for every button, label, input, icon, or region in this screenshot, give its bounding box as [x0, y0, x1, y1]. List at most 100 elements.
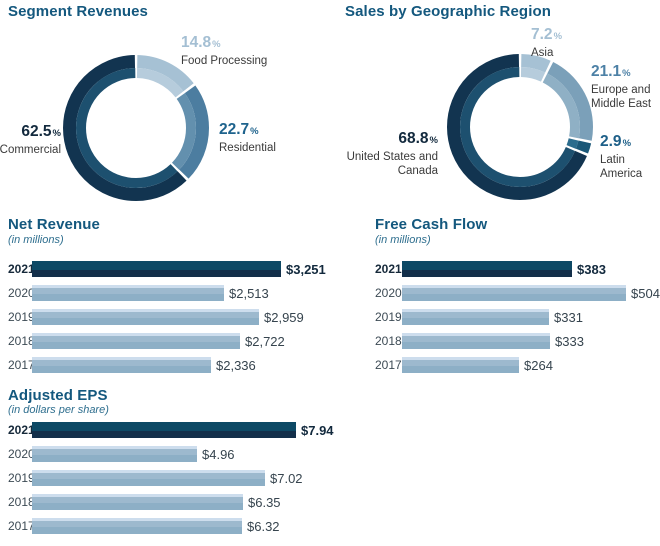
donut-segment-commercial	[76, 68, 196, 188]
chart-title-net-revenue: Net Revenue	[8, 216, 100, 233]
bar-row-2019: 2019 $331	[375, 309, 660, 325]
year-label: 2018	[375, 334, 402, 348]
donut-label-europe-middle-east: 21.1% Europe and Middle East	[591, 64, 657, 111]
donut-label-food-processing: 14.8% Food Processing	[181, 35, 267, 69]
bar-2021	[402, 261, 572, 277]
residential-percent: 22.7%	[219, 121, 259, 138]
bar-2020	[32, 285, 224, 301]
year-label: 2017	[8, 519, 35, 533]
donut-segment-united-states-and-canada	[460, 67, 580, 187]
free-cash-flow-bar-chart: 2021 $383 2020 $504 2019 $331 2018 $333 2017 $264	[375, 261, 660, 381]
segment-revenues-donut-chart	[63, 55, 209, 201]
bar-row-2018: 2018 $2,722	[8, 333, 330, 349]
donut-segment-europe-and-middle-east	[447, 54, 593, 200]
year-label: 2019	[8, 471, 35, 485]
year-label: 2018	[8, 495, 35, 509]
asia-percent: 7.2%	[531, 26, 563, 43]
food-processing-percent: 14.8%	[181, 34, 221, 51]
donut-label-asia: 7.2% Asia	[531, 27, 562, 61]
year-label: 2019	[8, 310, 35, 324]
net-revenue-bar-chart: 2021 $3,251 2020 $2,513 2019 $2,959 2018 $2,722…	[8, 261, 330, 381]
year-label: 2020	[8, 447, 35, 461]
bar-row-2017: 2017 $2,336	[8, 357, 330, 373]
net-revenue-subtitle: (in millions)	[8, 234, 64, 246]
bar-row-2021: 2021 $383	[375, 261, 660, 277]
year-label: 2017	[375, 358, 402, 372]
free-cash-flow-subtitle: (in millions)	[375, 234, 431, 246]
donut-label-us-canada: 68.8% United States and Canada	[346, 131, 438, 178]
bar-value-label: $7.02	[270, 470, 303, 486]
bar-value-label: $383	[577, 261, 606, 277]
adjusted-eps-bar-chart: 2021 $7.94 2020 $4.96 2019 $7.02 2018 $6.35 2017…	[8, 422, 334, 542]
bar-row-2019: 2019 $2,959	[8, 309, 330, 325]
bar-row-2020: 2020 $504	[375, 285, 660, 301]
sales-by-region-donut-chart	[447, 54, 593, 200]
bar-value-label: $2,722	[245, 333, 285, 349]
year-label: 2018	[8, 334, 35, 348]
bar-2018	[32, 494, 243, 510]
donut-segment-united-states-and-canada	[447, 54, 593, 200]
donut-label-residential: 22.7% Residential	[219, 122, 276, 156]
asia-label: Asia	[531, 47, 554, 59]
us-canada-percent: 68.8%	[398, 130, 438, 147]
bar-row-2017: 2017 $264	[375, 357, 660, 373]
chart-title-free-cash-flow: Free Cash Flow	[375, 216, 488, 233]
year-label: 2019	[375, 310, 402, 324]
bar-value-label: $2,336	[216, 357, 256, 373]
year-label: 2020	[8, 286, 35, 300]
europe-middle-east-percent: 21.1%	[591, 63, 631, 80]
bar-2020	[32, 446, 197, 462]
bar-value-label: $333	[555, 333, 584, 349]
bar-row-2018: 2018 $333	[375, 333, 660, 349]
us-canada-label: United States and Canada	[346, 151, 438, 177]
europe-middle-east-label: Europe and Middle East	[591, 84, 652, 110]
bar-row-2021: 2021 $3,251	[8, 261, 330, 277]
bar-value-label: $264	[524, 357, 553, 373]
commercial-label: Commercial	[0, 144, 61, 156]
bar-value-label: $2,959	[264, 309, 304, 325]
bar-2021	[32, 422, 296, 438]
bar-2020	[402, 285, 626, 301]
bar-row-2018: 2018 $6.35	[8, 494, 330, 510]
year-label: 2017	[8, 358, 35, 372]
bar-row-2020: 2020 $2,513	[8, 285, 330, 301]
chart-title-adjusted-eps: Adjusted EPS	[8, 387, 108, 404]
bar-2019	[32, 470, 265, 486]
commercial-percent: 62.5%	[21, 123, 61, 140]
latin-america-percent: 2.9%	[600, 133, 632, 150]
bar-2017	[32, 518, 242, 534]
bar-row-2017: 2017 $6.32	[8, 518, 330, 534]
donut-segment-residential	[63, 55, 209, 201]
bar-2017	[402, 357, 519, 373]
bar-2019	[402, 309, 549, 325]
donut-segment-residential	[76, 68, 196, 188]
year-label: 2021	[375, 262, 402, 276]
year-label: 2021	[8, 262, 35, 276]
bar-row-2021: 2021 $7.94	[8, 422, 334, 438]
latin-america-label: Latin America	[600, 154, 643, 180]
donut-label-latin-america: 2.9% Latin America	[600, 134, 655, 181]
bar-row-2020: 2020 $4.96	[8, 446, 330, 462]
residential-label: Residential	[219, 142, 276, 154]
chart-title-sales-by-region: Sales by Geographic Region	[345, 3, 551, 20]
bar-2018	[32, 333, 240, 349]
bar-value-label: $331	[554, 309, 583, 325]
year-label: 2020	[375, 286, 402, 300]
bar-value-label: $4.96	[202, 446, 235, 462]
bar-value-label: $504	[631, 285, 660, 301]
bar-value-label: $3,251	[286, 261, 326, 277]
bar-2021	[32, 261, 281, 277]
donut-segment-europe-and-middle-east	[460, 67, 580, 187]
food-processing-label: Food Processing	[181, 55, 268, 67]
donut-segment-commercial	[63, 55, 209, 201]
bar-value-label: $6.35	[248, 494, 281, 510]
bar-2017	[32, 357, 211, 373]
year-label: 2021	[8, 423, 35, 437]
bar-2018	[402, 333, 550, 349]
adjusted-eps-subtitle: (in dollars per share)	[8, 404, 109, 416]
bar-value-label: $2,513	[229, 285, 269, 301]
donut-label-commercial: 62.5% Commercial	[0, 124, 61, 158]
bar-value-label: $7.94	[301, 422, 334, 438]
bar-value-label: $6.32	[247, 518, 280, 534]
